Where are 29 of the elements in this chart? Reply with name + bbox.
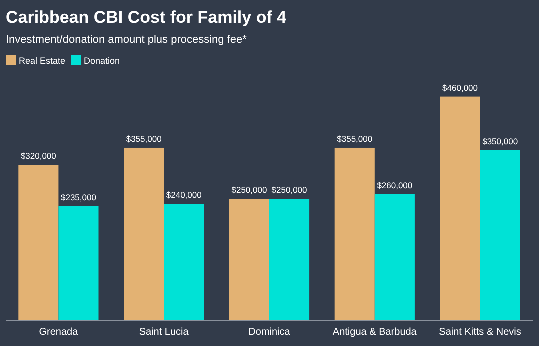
x-tick-label: Saint Kitts & Nevis bbox=[439, 327, 522, 338]
data-label: $235,000 bbox=[61, 192, 97, 202]
data-label: $355,000 bbox=[337, 134, 373, 144]
bar bbox=[440, 96, 480, 321]
chart-title: Caribbean CBI Cost for Family of 4 bbox=[6, 8, 288, 27]
data-label: $240,000 bbox=[166, 190, 202, 200]
legend-label: Donation bbox=[84, 56, 120, 66]
data-label: $320,000 bbox=[20, 151, 57, 162]
chart-subtitle: Investment/donation amount plus processing fee* bbox=[6, 34, 248, 46]
data-label: $250,000 bbox=[232, 185, 268, 196]
bar bbox=[374, 194, 415, 321]
bar bbox=[480, 150, 520, 321]
x-tick-label: Saint Lucia bbox=[139, 327, 190, 338]
data-label: $350,000 bbox=[482, 136, 518, 146]
bar bbox=[334, 148, 375, 321]
bar bbox=[124, 148, 164, 321]
x-tick-label: Grenada bbox=[39, 327, 79, 338]
bar bbox=[18, 165, 59, 321]
data-label: $250,000 bbox=[272, 185, 308, 196]
legend-label: Real Estate bbox=[19, 56, 66, 66]
data-label: $460,000 bbox=[442, 82, 478, 93]
bar bbox=[270, 199, 310, 321]
x-tick-label: Antigua & Barbuda bbox=[332, 327, 418, 338]
bar bbox=[164, 204, 204, 321]
x-tick-label: Dominica bbox=[248, 327, 291, 338]
data-label: $355,000 bbox=[126, 134, 162, 144]
bar bbox=[229, 199, 270, 321]
bar bbox=[58, 206, 99, 321]
data-label: $260,000 bbox=[377, 180, 413, 190]
